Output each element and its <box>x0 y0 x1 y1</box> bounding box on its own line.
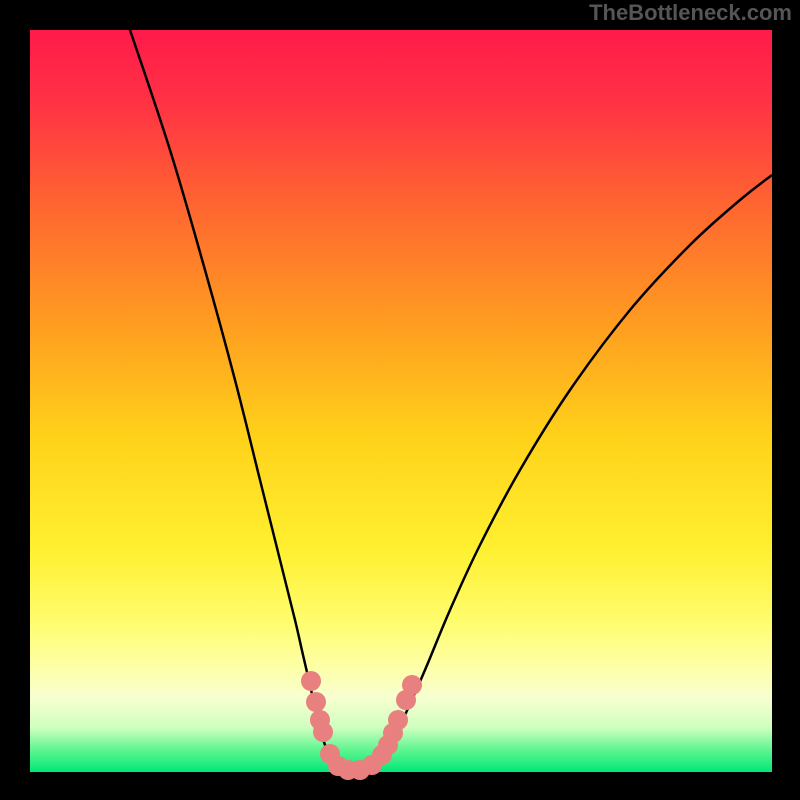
watermark-text: TheBottleneck.com <box>589 0 792 26</box>
data-marker <box>402 675 422 695</box>
plot-area <box>30 30 772 772</box>
data-marker <box>301 671 321 691</box>
data-marker <box>313 722 333 742</box>
marker-layer <box>30 30 772 772</box>
data-marker <box>388 710 408 730</box>
data-marker <box>306 692 326 712</box>
